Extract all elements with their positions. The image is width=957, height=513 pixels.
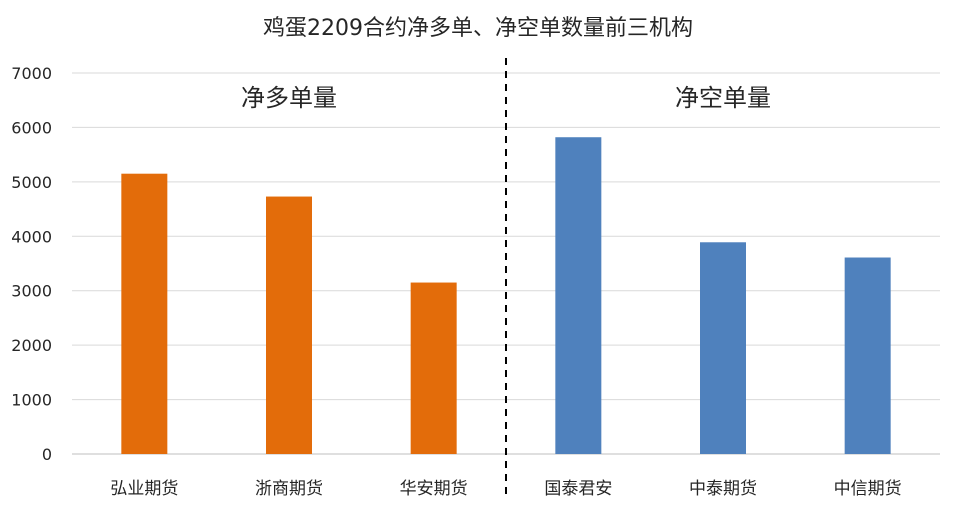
group-label: 净多单量 [241, 84, 337, 112]
y-tick-label: 6000 [11, 118, 52, 137]
group-label: 净空单量 [675, 84, 771, 112]
x-tick-label: 中信期货 [834, 479, 902, 499]
x-tick-label: 国泰君安 [544, 479, 612, 499]
group-labels: 净多单量 净空单量 [241, 84, 771, 112]
y-tick-label: 0 [42, 445, 52, 464]
y-tick-label: 7000 [11, 64, 52, 83]
bar [266, 196, 312, 454]
x-axis-labels: 弘业期货 浙商期货 华安期货 国泰君安 中泰期货 中信期货 [110, 479, 901, 499]
bar [121, 173, 168, 454]
bar [555, 137, 602, 454]
bar [844, 257, 891, 454]
y-tick-label: 3000 [11, 282, 52, 301]
bar [410, 282, 457, 454]
bars [121, 137, 891, 454]
y-axis-ticks: 0 1000 2000 3000 4000 5000 6000 7000 [11, 64, 52, 464]
bar [700, 242, 746, 454]
y-tick-label: 2000 [11, 336, 52, 355]
x-tick-label: 弘业期货 [110, 479, 178, 499]
chart-title: 鸡蛋2209合约净多单、净空单数量前三机构 [263, 16, 693, 41]
x-tick-label: 中泰期货 [689, 479, 757, 499]
y-tick-label: 1000 [11, 391, 52, 410]
y-tick-label: 5000 [11, 173, 52, 192]
x-tick-label: 浙商期货 [255, 479, 323, 499]
y-tick-label: 4000 [11, 227, 52, 246]
x-tick-label: 华安期货 [400, 479, 468, 499]
